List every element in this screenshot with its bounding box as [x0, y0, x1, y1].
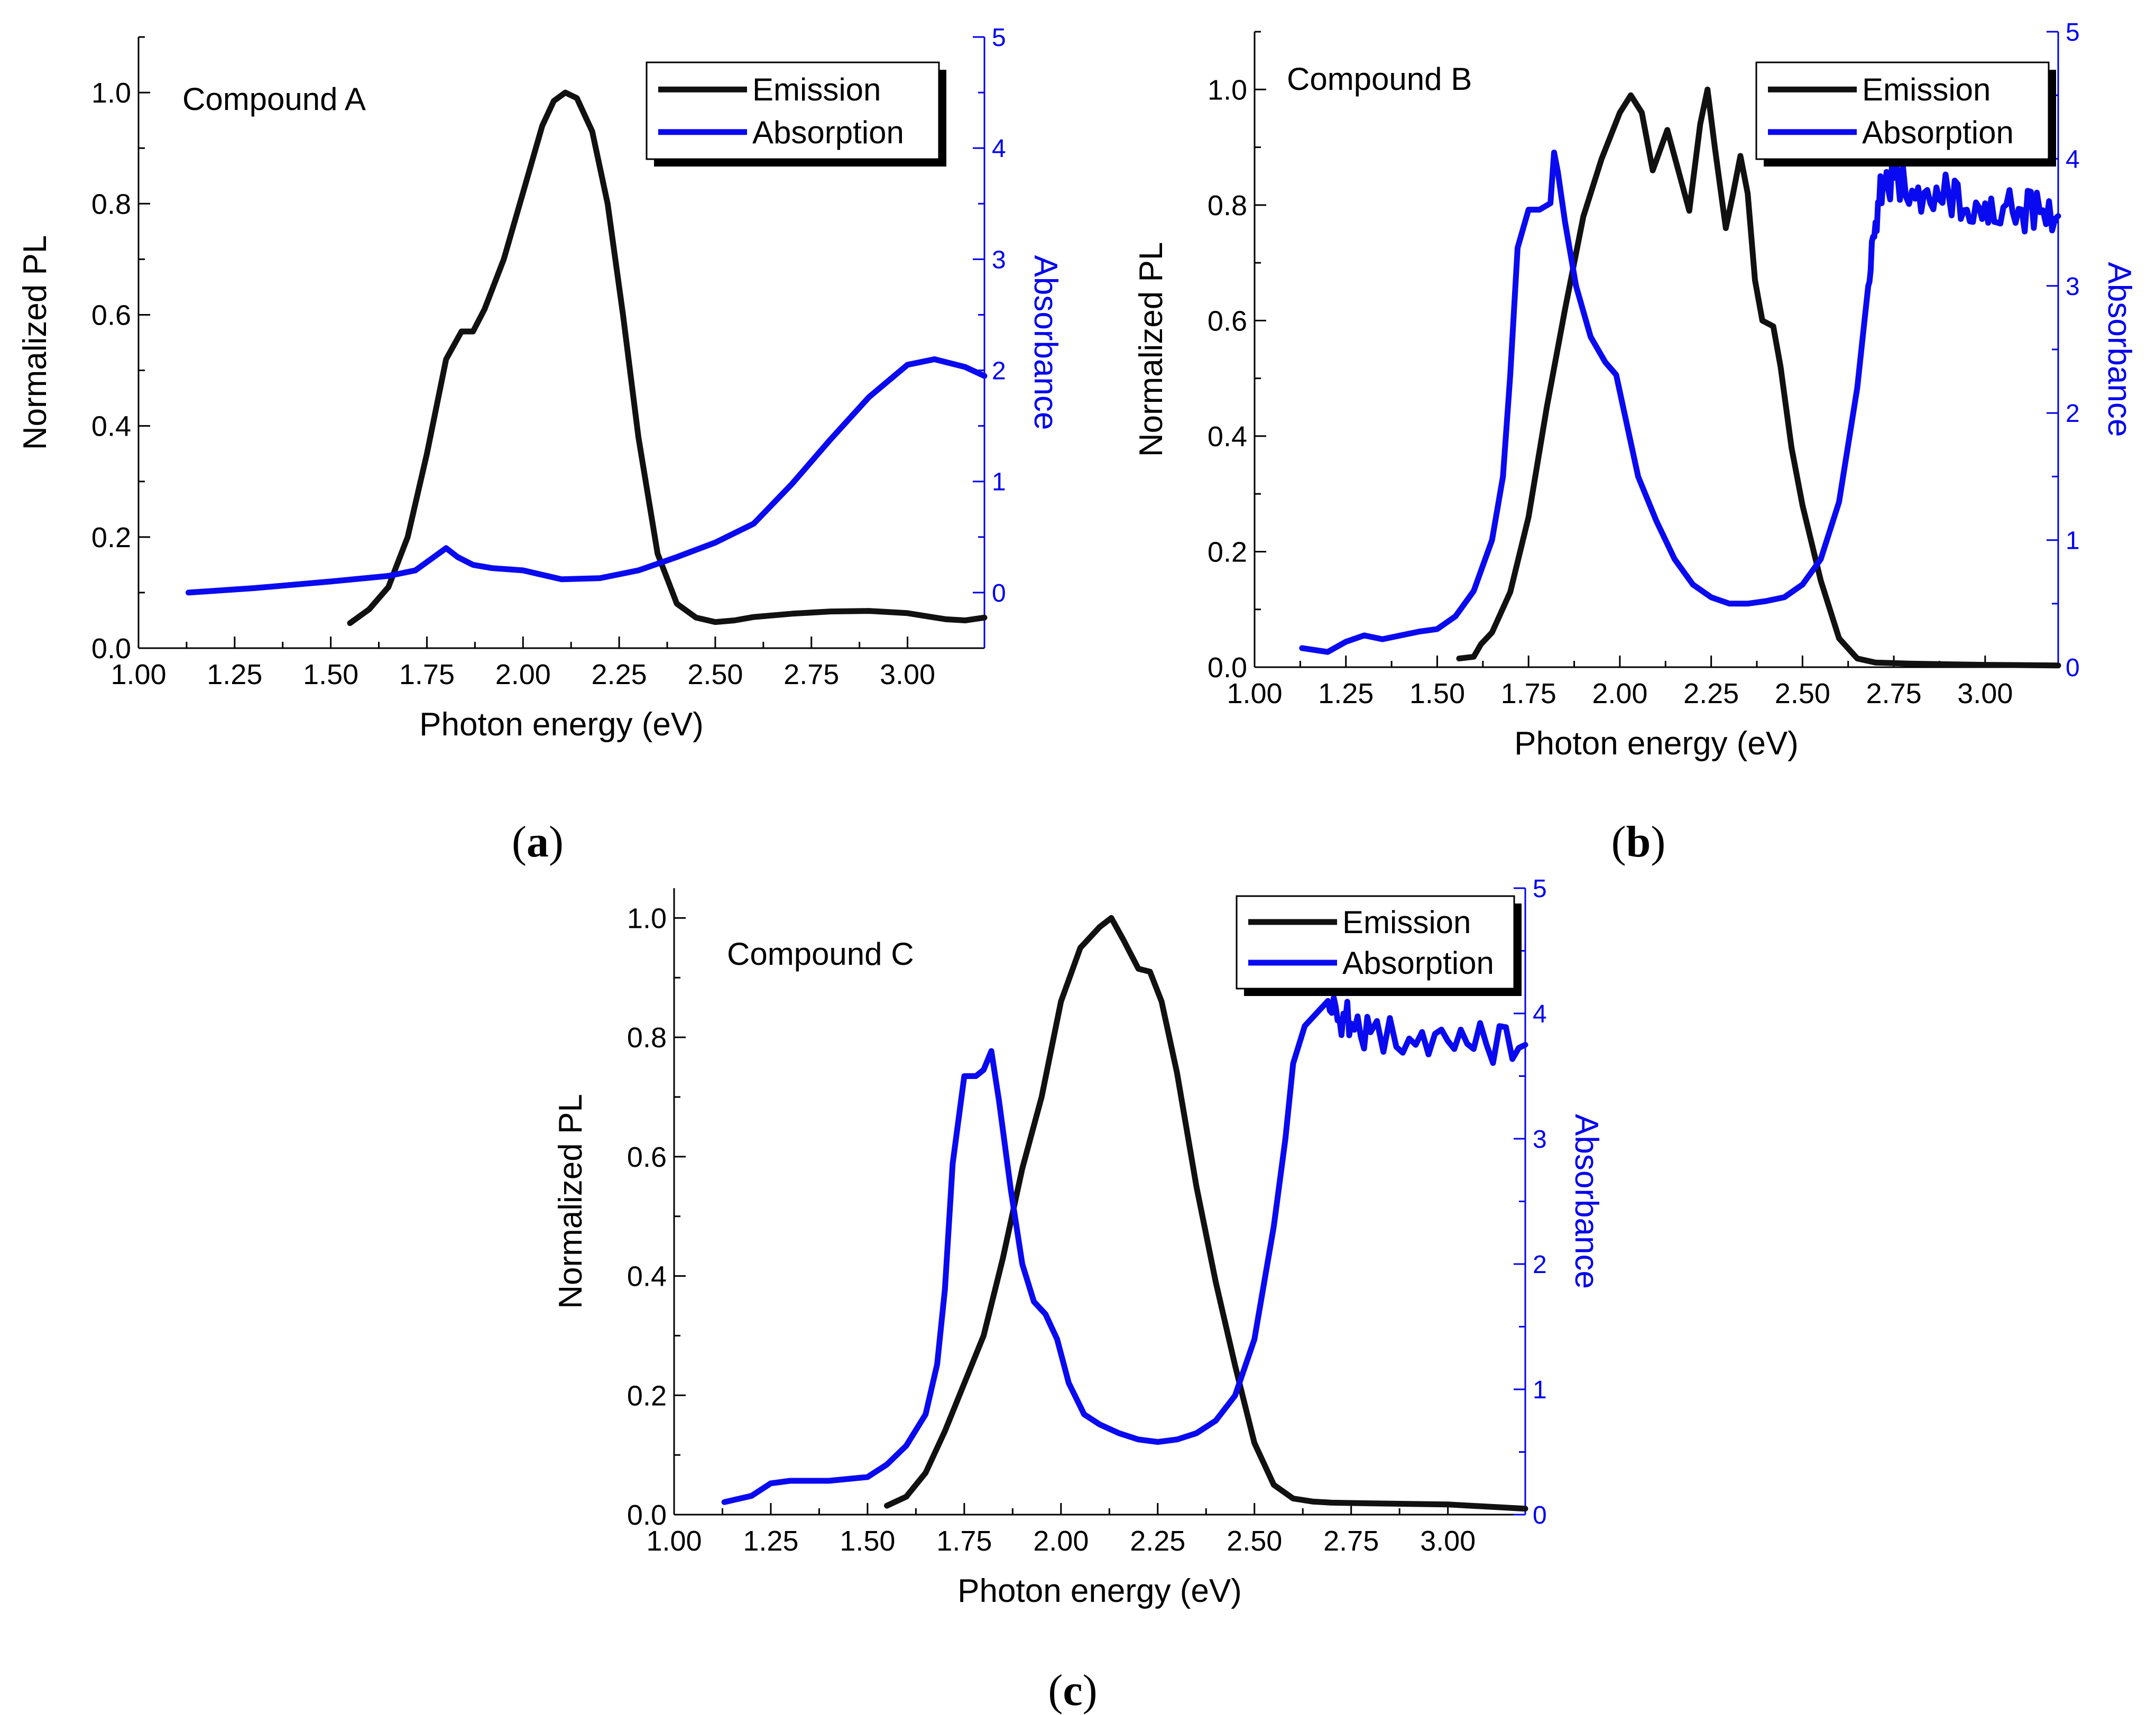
y-tick-label: 0.8 — [627, 1022, 667, 1054]
x-tick-label: 1.00 — [1227, 678, 1282, 709]
absorption-line — [1299, 149, 2061, 655]
x-tick-label: 1.75 — [1501, 678, 1556, 709]
y2-tick-label: 0 — [992, 579, 1006, 607]
x-tick-label: 2.75 — [1323, 1525, 1379, 1557]
x-tick-label: 2.00 — [495, 659, 551, 690]
legend-absorption-label: Absorption — [1862, 115, 2014, 150]
emission-line — [1456, 86, 2061, 669]
chart-panel-b: 1.00 1.25 1.50 1.75 2.00 2.25 2.50 2.75 3.000.00… — [1133, 19, 2137, 866]
y2-tick-label: 5 — [1533, 875, 1547, 903]
y-axis-title: Normalized PL — [17, 235, 53, 450]
y2-tick-label: 5 — [2066, 19, 2080, 47]
y-tick-label: 1.0 — [627, 902, 667, 934]
compound-annotation: Compound B — [1287, 61, 1472, 97]
y-tick-label: 0.4 — [1208, 421, 1247, 453]
y2-tick-label: 1 — [992, 468, 1006, 496]
x-tick-label: 3.00 — [1420, 1525, 1476, 1557]
y-tick-label: 0.0 — [1208, 652, 1247, 684]
y2-tick-label: 5 — [992, 24, 1006, 52]
panel-label: (c) — [1048, 1666, 1097, 1715]
y-tick-label: 1.0 — [91, 77, 131, 109]
x-tick-label: 1.00 — [646, 1525, 702, 1557]
chart-panel-a: 1.00 1.25 1.50 1.75 2.00 2.25 2.50 2.75 3.000.00… — [17, 24, 1064, 866]
y2-axis-title: Absorbance — [1568, 1114, 1605, 1289]
panel-label: (a) — [512, 817, 564, 866]
x-tick-label: 1.50 — [1409, 678, 1465, 709]
y-tick-label: 1.0 — [1208, 74, 1247, 106]
y2-tick-label: 2 — [1533, 1251, 1547, 1279]
y-tick-label: 0.0 — [91, 633, 131, 665]
y-tick-label: 0.2 — [91, 522, 131, 554]
x-tick-label: 1.25 — [1318, 678, 1374, 709]
y2-tick-label: 4 — [1533, 1000, 1547, 1028]
x-tick-label: 2.75 — [784, 659, 839, 690]
x-tick-label: 3.00 — [1957, 678, 2013, 709]
y-tick-label: 0.2 — [1208, 536, 1247, 568]
legend-absorption-label: Absorption — [1342, 945, 1494, 981]
x-tick-label: 2.50 — [1775, 678, 1830, 709]
x-tick-label: 1.75 — [936, 1525, 992, 1557]
x-tick-label: 1.50 — [840, 1525, 895, 1557]
y2-tick-label: 2 — [992, 357, 1006, 385]
y-axis-title: Normalized PL — [552, 1094, 589, 1309]
y-tick-label: 0.6 — [1208, 305, 1247, 337]
x-tick-label: 2.25 — [1130, 1525, 1185, 1557]
y-tick-label: 0.8 — [1208, 190, 1247, 222]
y-tick-label: 0.4 — [627, 1261, 667, 1293]
x-tick-label: 1.25 — [207, 659, 262, 690]
y2-tick-label: 4 — [2066, 145, 2080, 173]
y2-tick-label: 3 — [992, 246, 1006, 274]
legend-emission-label: Emission — [752, 72, 881, 107]
y-tick-label: 0.4 — [91, 411, 131, 442]
x-tick-label: 1.75 — [399, 659, 455, 690]
y-tick-label: 0.6 — [627, 1141, 667, 1173]
x-axis-title: Photon energy (eV) — [419, 706, 704, 743]
absorption-line — [721, 994, 1528, 1505]
x-tick-label: 1.25 — [743, 1525, 798, 1557]
y2-axis-title: Absorbance — [1027, 255, 1064, 430]
panel-label: (b) — [1611, 817, 1666, 866]
legend-box — [1236, 895, 1515, 990]
x-tick-label: 1.50 — [303, 659, 358, 690]
y2-tick-label: 4 — [992, 135, 1006, 163]
legend-box — [1755, 61, 2050, 160]
y-tick-label: 0.2 — [627, 1380, 667, 1412]
x-axis-title: Photon energy (eV) — [957, 1573, 1242, 1609]
x-axis-title: Photon energy (eV) — [1514, 725, 1799, 762]
y2-tick-label: 2 — [2066, 400, 2080, 428]
y2-tick-label: 0 — [1533, 1501, 1547, 1529]
compound-annotation: Compound A — [182, 81, 366, 117]
absorption-line — [186, 356, 988, 596]
y2-axis-title: Absorbance — [2101, 262, 2137, 437]
legend-emission-label: Emission — [1862, 72, 1991, 107]
x-tick-label: 1.00 — [110, 659, 166, 690]
chart-panel-c: 1.00 1.25 1.50 1.75 2.00 2.25 2.50 2.75 3.000.00… — [552, 875, 1605, 1715]
x-tick-label: 2.50 — [1227, 1525, 1282, 1557]
x-tick-label: 2.25 — [592, 659, 647, 690]
x-tick-label: 2.25 — [1683, 678, 1739, 709]
y2-tick-label: 3 — [1533, 1126, 1547, 1154]
legend-box — [646, 61, 940, 160]
y2-tick-label: 1 — [2066, 527, 2080, 555]
y2-tick-label: 1 — [1533, 1376, 1547, 1404]
x-tick-label: 2.00 — [1033, 1525, 1089, 1557]
legend-emission-label: Emission — [1342, 905, 1471, 940]
y-tick-label: 0.8 — [91, 188, 131, 220]
emission-line — [884, 915, 1528, 1512]
x-tick-label: 2.50 — [687, 659, 743, 690]
y2-tick-label: 3 — [2066, 273, 2080, 301]
y2-tick-label: 0 — [2066, 654, 2080, 682]
x-tick-label: 3.00 — [880, 659, 935, 690]
x-tick-label: 2.00 — [1592, 678, 1647, 709]
y-tick-label: 0.0 — [627, 1499, 667, 1531]
legend-absorption-label: Absorption — [752, 115, 904, 150]
y-tick-label: 0.6 — [91, 299, 131, 331]
emission-line — [347, 89, 988, 626]
y-axis-title: Normalized PL — [1133, 242, 1169, 457]
x-tick-label: 2.75 — [1866, 678, 1922, 709]
compound-annotation: Compound C — [727, 936, 914, 972]
